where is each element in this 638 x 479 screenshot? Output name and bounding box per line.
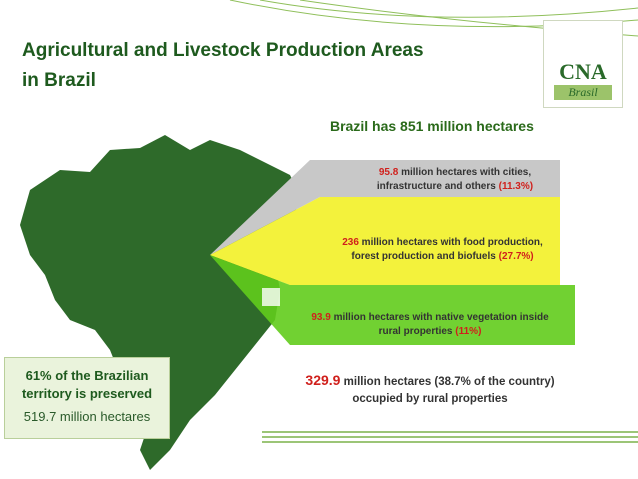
preserved-area: 519.7 million hectares (23, 409, 151, 424)
logo-name: CNA (559, 59, 607, 84)
title-line: Agricultural and Livestock Production Ar… (22, 40, 424, 61)
yellow-funnel (210, 197, 560, 285)
footer-stripes (262, 431, 638, 443)
band-label: 93.9 million hectares with native vegeta… (305, 311, 555, 339)
rural-text: million hectares (38.7% of the country) … (343, 376, 555, 405)
share: (27.7%) (498, 251, 534, 262)
headline: Brazil has 851 million hectares (330, 118, 534, 134)
amount: 329.9 (305, 372, 341, 388)
amount: 95.8 (378, 167, 399, 178)
map-marker (262, 288, 280, 306)
share: (11%) (455, 326, 482, 337)
logo-subtitle: Brasil (554, 85, 612, 100)
title: Agricultural and Livestock Production Ar… (22, 36, 482, 96)
title-line: in Brazil (22, 70, 96, 91)
preserved-text: 61% of the Brazilian territory is preser… (21, 368, 153, 401)
band-label: 236 million hectares with food productio… (330, 236, 555, 264)
gray-funnel (210, 160, 560, 255)
band-text: million hectares with native vegetation … (333, 312, 549, 337)
band-text: million hectares with food production, f… (351, 237, 543, 262)
band-label: 95.8 million hectares with cities, infra… (370, 166, 540, 194)
logo: CNA Brasil (543, 20, 623, 108)
band-text: million hectares with cities, infrastruc… (376, 167, 532, 192)
rural-label: 329.9 million hectares (38.7% of the cou… (290, 372, 570, 408)
share: (11.3%) (498, 181, 534, 192)
amount: 236 (342, 237, 359, 248)
green-funnel (210, 255, 575, 345)
amount: 93.9 (311, 312, 331, 323)
preserved-box: 61% of the Brazilian territory is preser… (4, 357, 170, 439)
brazil-map (20, 135, 300, 470)
